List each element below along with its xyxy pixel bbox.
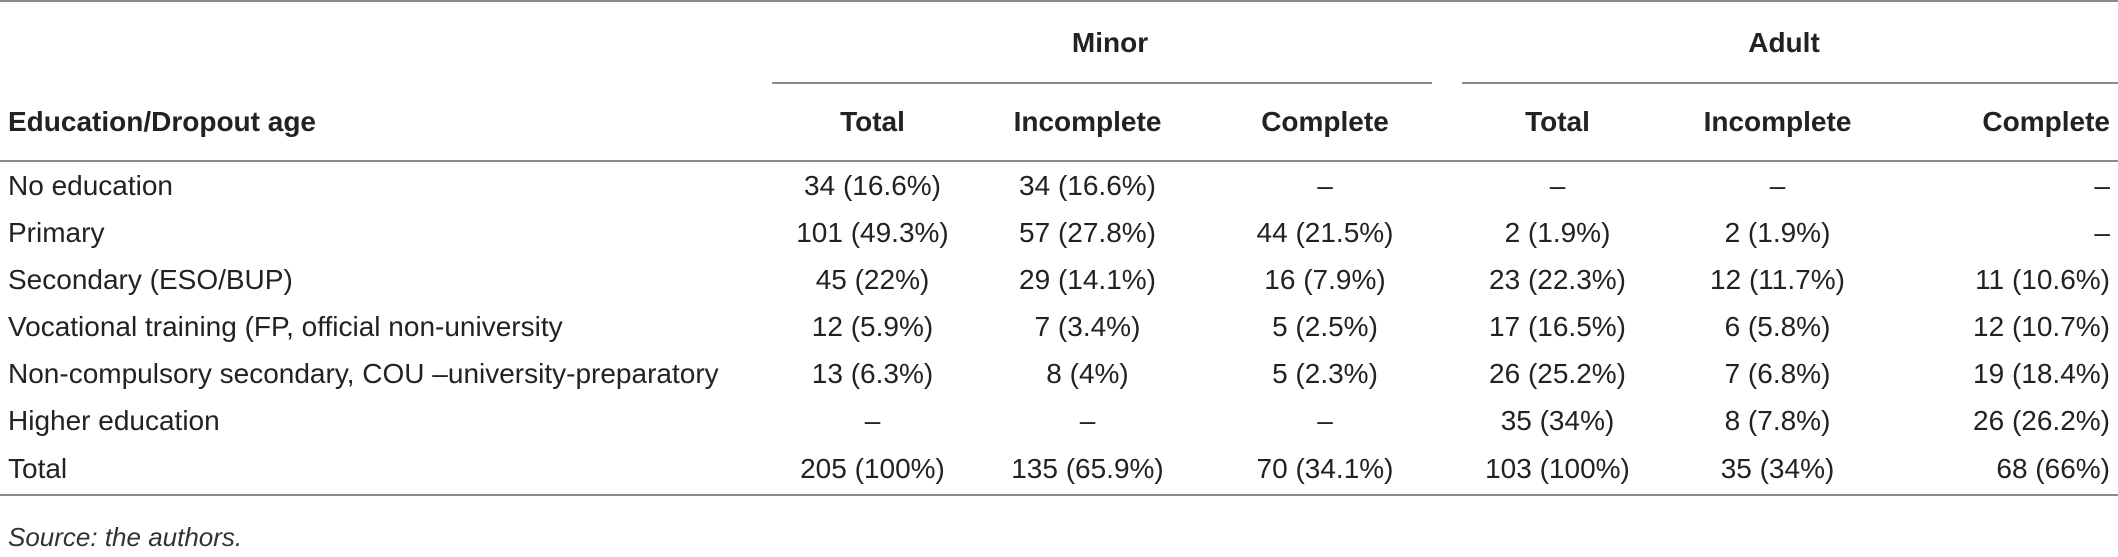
table-cell: – — [864, 404, 881, 436]
row-label: No education — [8, 169, 174, 201]
table-cell: 6 (5.8%) — [1724, 310, 1831, 342]
table-cell: – — [1769, 169, 1786, 201]
table-cell: 8 (4%) — [1046, 357, 1129, 389]
row-label: Non-compulsory secondary, COU –universit… — [8, 357, 719, 389]
table-cell: 23 (22.3%) — [1489, 263, 1626, 295]
table-cell: 12 (10.7%) — [1973, 310, 2110, 342]
table-cell: 17 (16.5%) — [1489, 310, 1626, 342]
table-cell: 205 (100%) — [770, 444, 975, 496]
table-row: Secondary (ESO/BUP) 45 (22%) 29 (14.1%) … — [0, 256, 2118, 303]
table-row: Primary 101 (49.3%) 57 (27.8%) 44 (21.5%… — [0, 209, 2118, 256]
group-underline-minor — [772, 82, 1432, 84]
table-cell: 35 (34%) — [1665, 444, 1890, 496]
table-cell: 5 (2.5%) — [1272, 310, 1378, 342]
table-cell: 70 (34.1%) — [1200, 444, 1450, 496]
table-cell: 101 (49.3%) — [796, 216, 949, 248]
table-cell: 5 (2.3%) — [1272, 357, 1378, 389]
table-row: Non-compulsory secondary, COU –universit… — [0, 350, 2118, 397]
group-header-row: Minor Adult — [0, 2, 2118, 84]
column-header-row: Education/Dropout age Total Incomplete C… — [0, 84, 2118, 162]
group-header-minor: Minor — [770, 2, 1450, 84]
table-cell: 2 (1.9%) — [1724, 216, 1831, 248]
row-label: Higher education — [8, 404, 220, 436]
table-source-note: Source: the authors. — [8, 522, 243, 552]
education-dropout-table: Minor Adult Education/Dropout age Total … — [0, 0, 2118, 496]
table-row: Vocational training (FP, official non-un… — [0, 303, 2118, 350]
table-cell: 16 (7.9%) — [1264, 263, 1386, 295]
table-cell: 7 (6.8%) — [1724, 357, 1831, 389]
column-header-minor-incomplete: Incomplete — [975, 84, 1200, 162]
table-cell: – — [1317, 169, 1333, 201]
table-cell: – — [1079, 404, 1096, 436]
table-cell: 8 (7.8%) — [1724, 404, 1831, 436]
table-cell: – — [2094, 216, 2110, 248]
table-row: No education 34 (16.6%) 34 (16.6%) – – –… — [0, 161, 2118, 209]
table-cell: 13 (6.3%) — [811, 357, 934, 389]
table-cell: 44 (21.5%) — [1256, 216, 1394, 248]
table-cell: 26 (26.2%) — [1973, 404, 2110, 436]
group-underline-adult — [1462, 82, 2118, 84]
table-cell: 45 (22%) — [815, 263, 930, 295]
table-cell: 57 (27.8%) — [1019, 216, 1156, 248]
table-cell: – — [1549, 169, 1566, 201]
group-label-adult: Adult — [1748, 27, 1820, 58]
table-cell: 29 (14.1%) — [1019, 263, 1156, 295]
group-label-minor: Minor — [1071, 27, 1149, 58]
table-cell: 68 (66%) — [1890, 444, 2118, 496]
table-cell: 11 (10.6%) — [1975, 263, 2110, 295]
table-cell: 12 (5.9%) — [811, 310, 934, 342]
table-cell: 2 (1.9%) — [1504, 216, 1611, 248]
table-cell: 7 (3.4%) — [1034, 310, 1141, 342]
column-header-adult-incomplete: Incomplete — [1665, 84, 1890, 162]
table-cell: 35 (34%) — [1500, 404, 1615, 436]
table-cell: 26 (25.2%) — [1489, 357, 1626, 389]
table-cell: 135 (65.9%) — [975, 444, 1200, 496]
row-label: Total — [0, 444, 770, 496]
column-header-minor-complete: Complete — [1200, 84, 1450, 162]
column-header-adult-total: Total — [1450, 84, 1665, 162]
row-label: Secondary (ESO/BUP) — [8, 263, 293, 295]
data-table-container: Minor Adult Education/Dropout age Total … — [0, 0, 2118, 496]
column-header-adult-complete: Complete — [1890, 84, 2118, 162]
table-cell: – — [1317, 404, 1333, 436]
column-header-minor-total: Total — [770, 84, 975, 162]
row-label: Vocational training (FP, official non-un… — [8, 310, 563, 342]
table-row-total: Total 205 (100%) 135 (65.9%) 70 (34.1%) … — [0, 444, 2118, 496]
table-cell: 19 (18.4%) — [1973, 357, 2110, 389]
row-label: Primary — [8, 216, 105, 248]
table-cell: – — [2094, 169, 2110, 201]
group-header-adult: Adult — [1450, 2, 2118, 84]
table-cell: 103 (100%) — [1450, 444, 1665, 496]
group-header-empty — [0, 2, 770, 84]
table-cell: 34 (16.6%) — [1019, 169, 1156, 201]
table-row: Higher education – – – 35 (34%) 8 (7.8%)… — [0, 397, 2118, 444]
table-cell: 12 (11.7%) — [1710, 263, 1845, 295]
column-header-education: Education/Dropout age — [0, 84, 770, 162]
table-cell: 34 (16.6%) — [804, 169, 941, 201]
